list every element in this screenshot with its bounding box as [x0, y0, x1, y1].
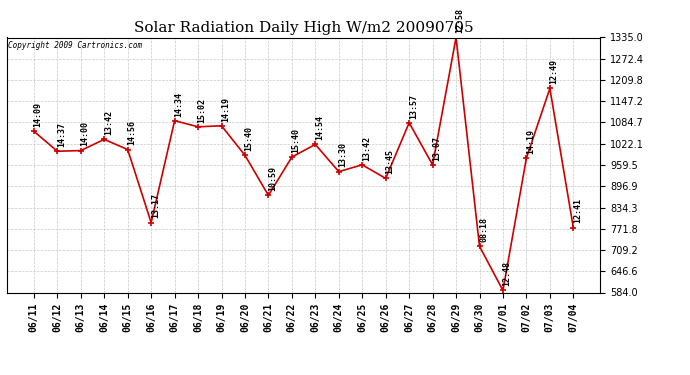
- Text: 13:57: 13:57: [408, 93, 418, 118]
- Text: 13:45: 13:45: [385, 149, 395, 174]
- Title: Solar Radiation Daily High W/m2 20090705: Solar Radiation Daily High W/m2 20090705: [134, 21, 473, 35]
- Text: 13:17: 13:17: [151, 194, 160, 218]
- Text: 15:40: 15:40: [292, 128, 301, 153]
- Text: 13:42: 13:42: [104, 110, 113, 135]
- Text: 12:48: 12:48: [502, 261, 511, 286]
- Text: 14:00: 14:00: [81, 122, 90, 146]
- Text: Copyright 2009 Cartronics.com: Copyright 2009 Cartronics.com: [8, 41, 142, 50]
- Text: 14:09: 14:09: [34, 102, 43, 127]
- Text: 14:34: 14:34: [175, 92, 184, 117]
- Text: 10:59: 10:59: [268, 166, 277, 191]
- Text: 13:07: 13:07: [432, 136, 442, 160]
- Text: 14:19: 14:19: [221, 97, 230, 122]
- Text: 08:18: 08:18: [479, 217, 489, 242]
- Text: 14:54: 14:54: [315, 115, 324, 140]
- Text: 14:37: 14:37: [57, 122, 66, 147]
- Text: 13:42: 13:42: [362, 136, 371, 160]
- Text: 14:56: 14:56: [128, 120, 137, 146]
- Text: 14:19: 14:19: [526, 129, 535, 154]
- Text: 15:40: 15:40: [245, 126, 254, 151]
- Text: 15:02: 15:02: [198, 98, 207, 123]
- Text: 13:30: 13:30: [339, 142, 348, 168]
- Text: 12:49: 12:49: [549, 59, 558, 84]
- Text: 12:41: 12:41: [573, 198, 582, 223]
- Text: 12:58: 12:58: [455, 8, 465, 33]
